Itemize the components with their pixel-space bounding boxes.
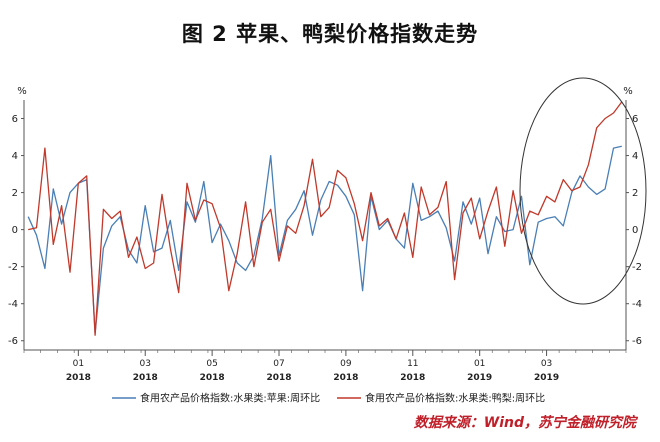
y-tick-label-right: -4 [632, 299, 642, 310]
y-tick-label-left: -4 [8, 299, 18, 310]
y-tick-label-left: -6 [8, 336, 18, 347]
x-tick-year: 2018 [266, 373, 291, 383]
y-tick-label-right: 6 [632, 114, 638, 125]
x-tick-year: 2018 [400, 373, 425, 383]
series-line-apple [27, 145, 622, 334]
x-tick-month: 09 [340, 359, 352, 369]
y-tick-label-right: -6 [632, 336, 642, 347]
y-tick-label-left: 0 [12, 225, 18, 236]
x-tick-month: 03 [140, 359, 151, 369]
legend-label-pear: 食用农产品价格指数:水果类:鸭梨:周环比 [365, 392, 545, 405]
y-unit-right: % [623, 86, 633, 97]
y-tick-label-left: 6 [12, 114, 18, 125]
data-source: 数据来源：Wind，苏宁金融研究院 [413, 415, 636, 431]
x-tick-month: 05 [206, 359, 217, 369]
x-tick-year: 2018 [200, 373, 225, 383]
x-tick-month: 03 [541, 359, 552, 369]
chart-title: 图 2 苹果、鸭梨价格指数走势 [181, 22, 479, 46]
x-tick-month: 07 [273, 359, 284, 369]
x-tick-month: 01 [73, 359, 84, 369]
y-tick-label-right: 2 [632, 188, 638, 199]
y-tick-label-right: -2 [632, 262, 642, 273]
x-tick-year: 2019 [467, 373, 492, 383]
highlight-ellipse [519, 77, 647, 305]
x-tick-month: 01 [474, 359, 485, 369]
x-tick-year: 2018 [333, 373, 358, 383]
y-tick-label-right: 4 [632, 151, 638, 162]
series-line-pear [28, 101, 623, 336]
x-tick-year: 2019 [534, 373, 559, 383]
x-tick-year: 2018 [66, 373, 91, 383]
x-tick-month: 11 [407, 359, 418, 369]
y-tick-label-left: -2 [8, 262, 18, 273]
y-unit-left: % [17, 86, 27, 97]
y-tick-label-right: 0 [632, 225, 638, 236]
y-tick-label-left: 2 [12, 188, 18, 199]
x-tick-year: 2018 [133, 373, 158, 383]
y-tick-label-left: 4 [12, 151, 18, 162]
legend-label-apple: 食用农产品价格指数:水果类:苹果:周环比 [140, 392, 320, 405]
